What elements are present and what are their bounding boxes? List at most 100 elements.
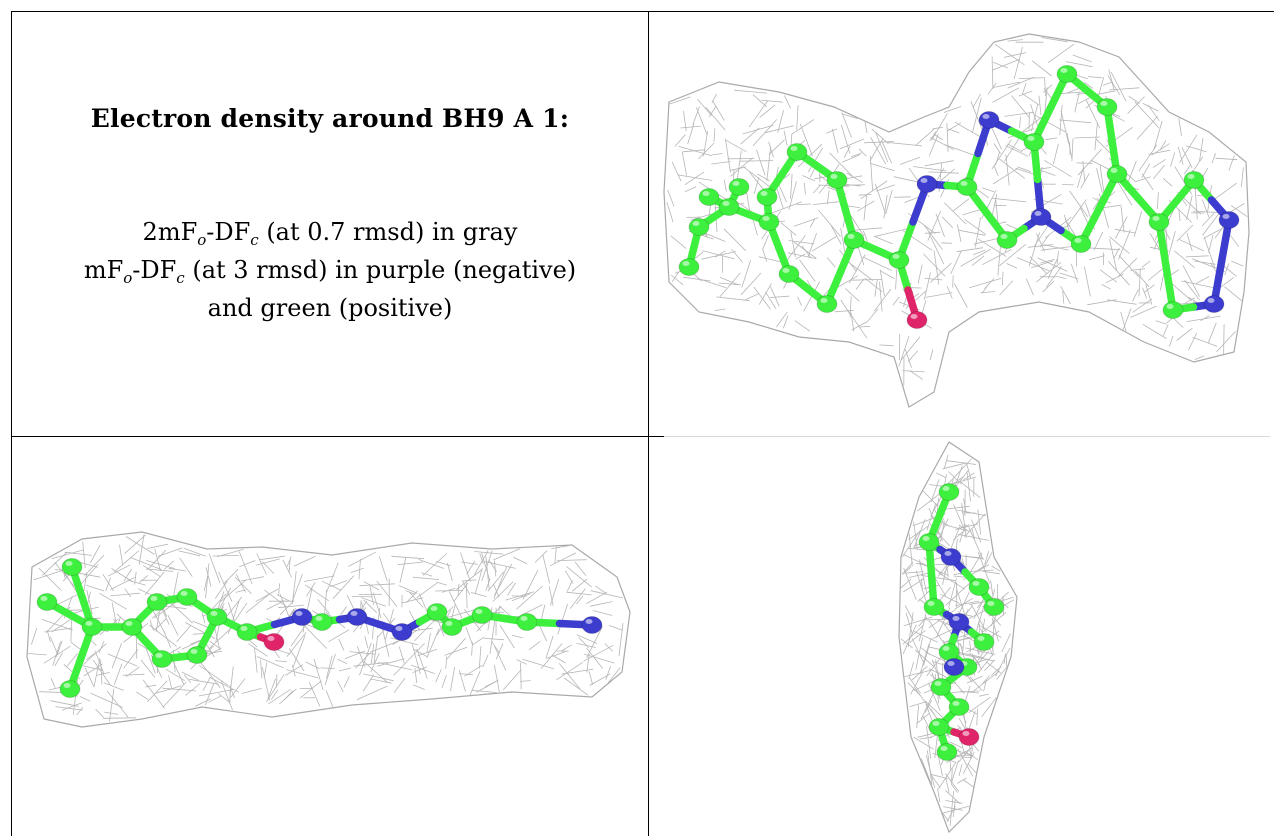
mesh-segment [471, 641, 473, 656]
mesh-segment [165, 668, 185, 682]
mesh-segment [397, 561, 424, 566]
atom-highlight [1100, 101, 1108, 106]
mesh-segment [411, 642, 421, 675]
atom-highlight [1222, 214, 1230, 219]
mesh-segment [969, 278, 1002, 289]
carbon-atom [1056, 65, 1078, 83]
mesh-segment [279, 688, 297, 705]
mesh-segment [465, 626, 474, 646]
mesh-segment [502, 669, 522, 691]
mesh-segment [976, 708, 978, 726]
mesh-segment [923, 637, 932, 666]
mesh-segment [730, 166, 747, 171]
mesh-segment [31, 627, 38, 645]
mesh-segment [1110, 71, 1127, 102]
mesh-segment [942, 523, 968, 532]
mesh-segment [471, 689, 497, 693]
mesh-segment [723, 228, 746, 251]
mesh-segment [61, 702, 82, 711]
mesh-segment [1194, 355, 1205, 360]
mesh-segment [952, 799, 956, 817]
mesh-segment [950, 783, 958, 793]
mesh-segment [1038, 95, 1042, 116]
mesh-segment [268, 688, 291, 705]
mesh-segment [105, 577, 111, 592]
mesh-segment [736, 150, 742, 182]
mesh-segment [924, 278, 943, 281]
mesh-segment [902, 370, 925, 373]
oxygen-atom [906, 311, 928, 329]
mesh-segment [875, 184, 895, 192]
mesh-segment [1040, 246, 1073, 251]
mesh-segment [1133, 211, 1143, 237]
mesh-segment [1109, 239, 1117, 270]
mesh-segment [742, 124, 774, 135]
mesh-segment [930, 773, 948, 779]
mesh-segment [364, 636, 369, 649]
mesh-segment [993, 166, 999, 177]
atom-highlight [962, 731, 970, 736]
mesh-segment [869, 155, 873, 191]
mesh-segment [413, 648, 428, 658]
carbon-atom [1023, 133, 1045, 151]
mesh-segment [546, 651, 566, 659]
mesh-segment [941, 242, 952, 244]
mesh-segment [348, 551, 376, 567]
mesh-segment [516, 585, 543, 610]
mesh-segment [554, 547, 557, 564]
mesh-segment [719, 276, 739, 285]
mesh-segment [350, 567, 364, 573]
mesh-segment [155, 688, 171, 694]
mesh-segment [1084, 82, 1094, 89]
mesh-segment [996, 667, 1007, 680]
carbon-atom [758, 213, 780, 231]
atom-highlight [762, 216, 770, 221]
mesh-segment [78, 564, 99, 588]
atom-highlight [934, 681, 942, 686]
mesh-segment [361, 597, 387, 607]
mesh-segment [1011, 95, 1030, 118]
carbon-atom [718, 198, 740, 216]
mesh-segment [1166, 230, 1176, 263]
mesh-segment [123, 568, 132, 582]
mesh-segment [351, 596, 373, 598]
density-mesh-outline [26, 531, 631, 728]
mesh-segment [839, 138, 865, 150]
mesh-segment [70, 619, 72, 642]
mesh-segment [1067, 199, 1087, 226]
mesh-segment [140, 659, 156, 678]
mesh-segment [785, 234, 806, 263]
mesh-segment [1088, 255, 1105, 261]
mesh-segment [1060, 285, 1071, 305]
mesh-segment [50, 678, 56, 688]
mesh-segment [548, 586, 554, 606]
mesh-segment [393, 677, 406, 693]
mesh-segment [1019, 116, 1021, 128]
mesh-segment [1211, 153, 1216, 164]
mesh-segment [566, 580, 573, 592]
atom-highlight [1060, 68, 1068, 73]
atom-highlight [65, 561, 73, 566]
mesh-segment [426, 628, 440, 658]
mesh-segment [984, 551, 990, 565]
mesh-segment [667, 189, 675, 207]
mesh-segment [915, 562, 928, 566]
mesh-segment [958, 229, 986, 236]
mesh-segment [684, 171, 705, 186]
mesh-segment [901, 561, 914, 575]
mesh-segment [1194, 260, 1216, 265]
mesh-segment [578, 637, 589, 649]
mesh-segment [803, 182, 806, 195]
mesh-segment [1223, 324, 1225, 355]
mesh-segment [1056, 276, 1067, 279]
mesh-segment [933, 250, 940, 285]
mesh-segment [205, 567, 212, 587]
mesh-segment [399, 557, 407, 583]
carbon-atom [930, 678, 952, 696]
mesh-segment [698, 142, 715, 160]
mesh-segment [194, 698, 211, 707]
mesh-segment [1045, 137, 1058, 141]
mesh-segment [492, 581, 514, 602]
mesh-segment [971, 519, 982, 543]
mesh-segment [714, 308, 726, 311]
